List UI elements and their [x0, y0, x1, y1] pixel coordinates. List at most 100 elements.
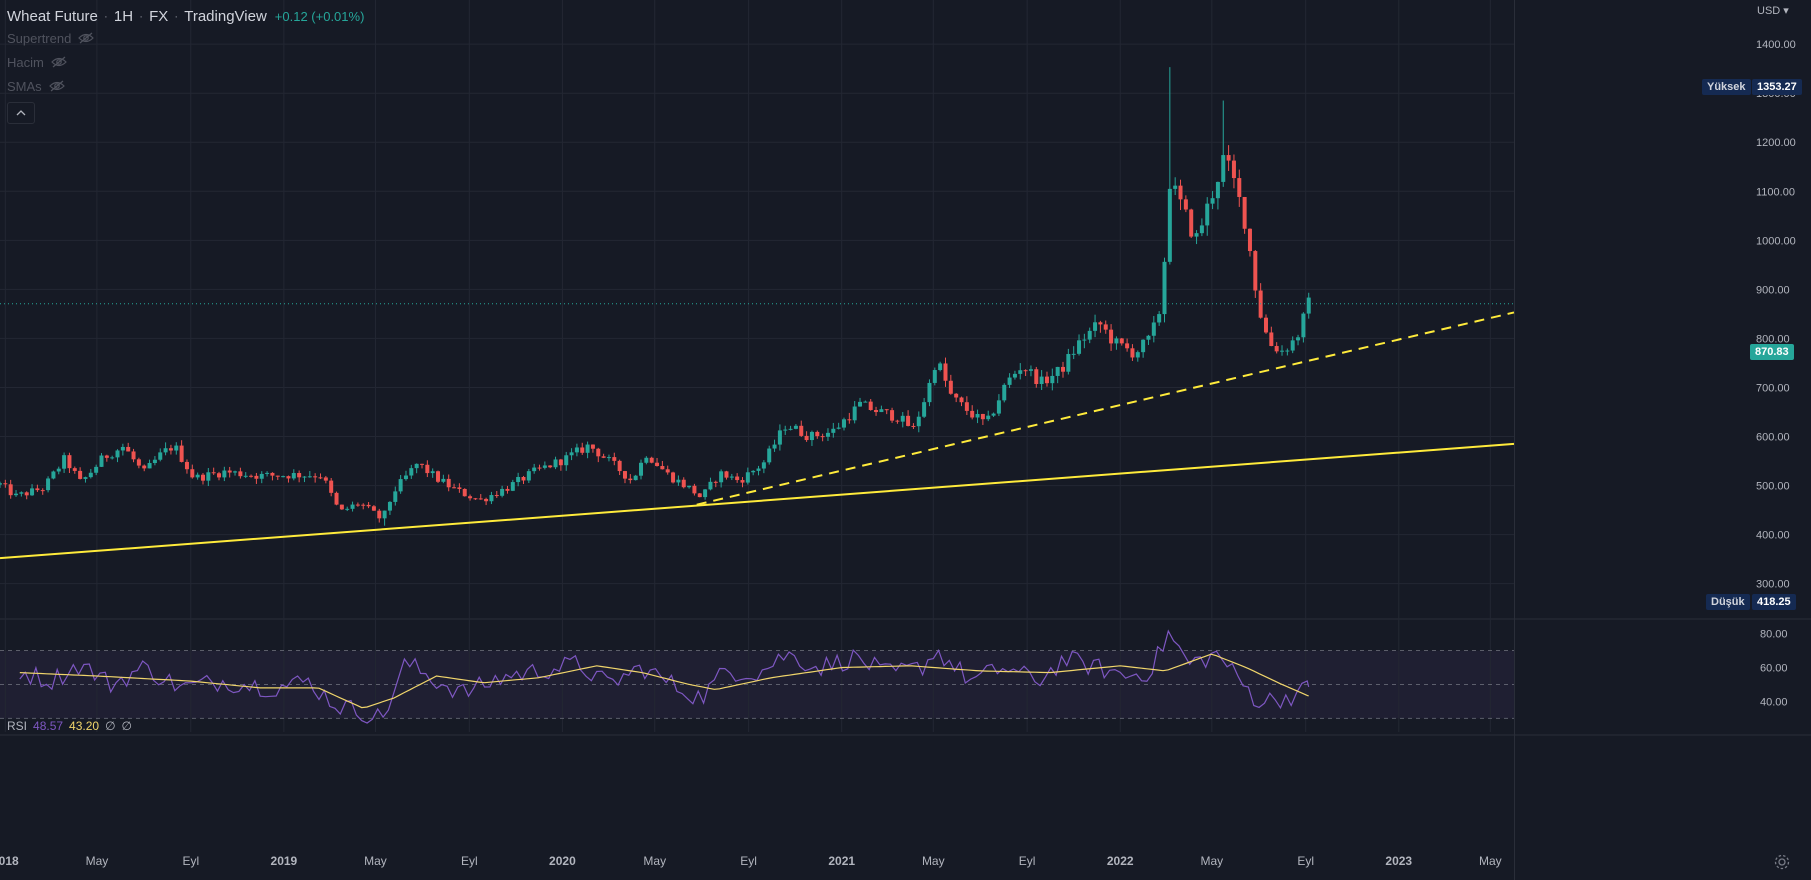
candle-body: [596, 448, 601, 457]
candle-body: [681, 479, 686, 488]
candle-body: [612, 457, 617, 461]
candle-body: [1082, 339, 1087, 341]
eye-off-icon[interactable]: [78, 32, 95, 44]
candle-body: [1263, 317, 1268, 333]
candle-body: [1044, 376, 1049, 384]
candle-body: [767, 448, 772, 463]
candle-body: [1280, 350, 1285, 352]
candle-body: [46, 478, 51, 491]
candle-body: [174, 445, 179, 451]
candle-body: [265, 472, 270, 474]
candle-body: [863, 401, 868, 403]
candle-body: [366, 504, 371, 507]
candle-body: [943, 363, 948, 381]
candle-body: [94, 466, 99, 473]
solid-trendline: [0, 442, 1515, 560]
price-tick-label: 900.00: [1756, 284, 1790, 296]
candle-body: [932, 370, 937, 383]
candle-body: [3, 483, 8, 485]
time-tick-label: Eyl: [182, 854, 199, 868]
candle-body: [655, 462, 660, 467]
candle-body: [1093, 322, 1098, 331]
candle-body: [345, 508, 350, 510]
candle-body: [83, 477, 88, 479]
candle-body: [606, 457, 611, 459]
indicator-smas[interactable]: SMAs: [7, 74, 364, 98]
candle-body: [387, 501, 392, 511]
candle-body: [788, 428, 793, 430]
candle-body: [1253, 251, 1258, 291]
candle-body: [510, 482, 515, 491]
candle-body: [446, 478, 451, 488]
candle-body: [809, 431, 814, 441]
candle-body: [281, 476, 286, 478]
candle-body: [1103, 324, 1108, 330]
candle-body: [783, 429, 788, 431]
candle-body: [590, 444, 595, 449]
candle-body: [687, 485, 692, 488]
candle-body: [922, 402, 927, 417]
candle-body: [729, 476, 734, 478]
chevron-up-icon: [16, 110, 26, 116]
eye-off-icon[interactable]: [48, 80, 65, 92]
rsi-ma-line: [19, 653, 1309, 709]
candle-body: [1151, 322, 1156, 336]
candle-body: [1296, 337, 1301, 341]
currency-label: USD: [1757, 5, 1781, 17]
candle-body: [649, 457, 654, 463]
candle-body: [1023, 370, 1028, 372]
price-tick-label: 700.00: [1756, 382, 1790, 394]
candle-body: [852, 406, 857, 421]
candle-body: [489, 495, 494, 502]
candle-body: [468, 496, 473, 499]
time-tick-label: 2019: [271, 854, 298, 868]
candle-body: [484, 498, 489, 502]
price-tick-label: 600.00: [1756, 432, 1790, 444]
candle-body: [110, 457, 115, 459]
candle-body: [30, 488, 35, 496]
candle-body: [900, 415, 905, 422]
candle-body: [233, 471, 238, 473]
candle-body: [8, 484, 13, 496]
candle-body: [724, 471, 729, 478]
candle-body: [622, 471, 627, 479]
candle-body: [126, 446, 131, 452]
candle-body: [1146, 335, 1151, 340]
candle-body: [1066, 354, 1071, 372]
rsi-na-value: ∅: [105, 719, 116, 733]
candle-body: [927, 382, 932, 403]
price-tick-label: 500.00: [1756, 481, 1790, 493]
symbol-title[interactable]: Wheat Future · 1H · FX · TradingView +0.…: [7, 7, 365, 25]
candle-body: [938, 363, 943, 371]
rsi-legend[interactable]: RSI 48.57 43.20 ∅ ∅: [7, 719, 132, 733]
candle-body: [393, 491, 398, 502]
candle-body: [478, 498, 483, 500]
candle-body: [1231, 160, 1236, 179]
indicator-hacim[interactable]: Hacim: [7, 50, 364, 74]
candle-body: [259, 473, 264, 479]
candle-body: [601, 456, 606, 458]
candle-body: [1125, 343, 1130, 349]
candle-body: [1301, 313, 1306, 338]
candle-body: [329, 480, 334, 493]
indicator-label: Hacim: [7, 54, 44, 70]
candle-body: [51, 471, 56, 479]
collapse-legend-button[interactable]: [7, 102, 35, 124]
candle-body: [1247, 228, 1252, 252]
eye-off-icon[interactable]: [50, 56, 67, 68]
candle-body: [841, 419, 846, 428]
chart-legend: Wheat Future · 1H · FX · TradingView +0.…: [7, 6, 364, 124]
candle-body: [147, 463, 152, 469]
gear-icon[interactable]: [1772, 852, 1792, 872]
candle-body: [713, 481, 718, 483]
candle-body: [115, 450, 120, 458]
candle-body: [574, 447, 579, 453]
price-change: +0.12 (+0.01%): [274, 8, 365, 24]
indicator-supertrend[interactable]: Supertrend: [7, 26, 364, 50]
candle-body: [874, 409, 879, 413]
candle-body: [831, 428, 836, 433]
candle-body: [996, 400, 1001, 414]
candle-body: [660, 466, 665, 470]
currency-selector[interactable]: USD ▾: [1757, 5, 1789, 17]
